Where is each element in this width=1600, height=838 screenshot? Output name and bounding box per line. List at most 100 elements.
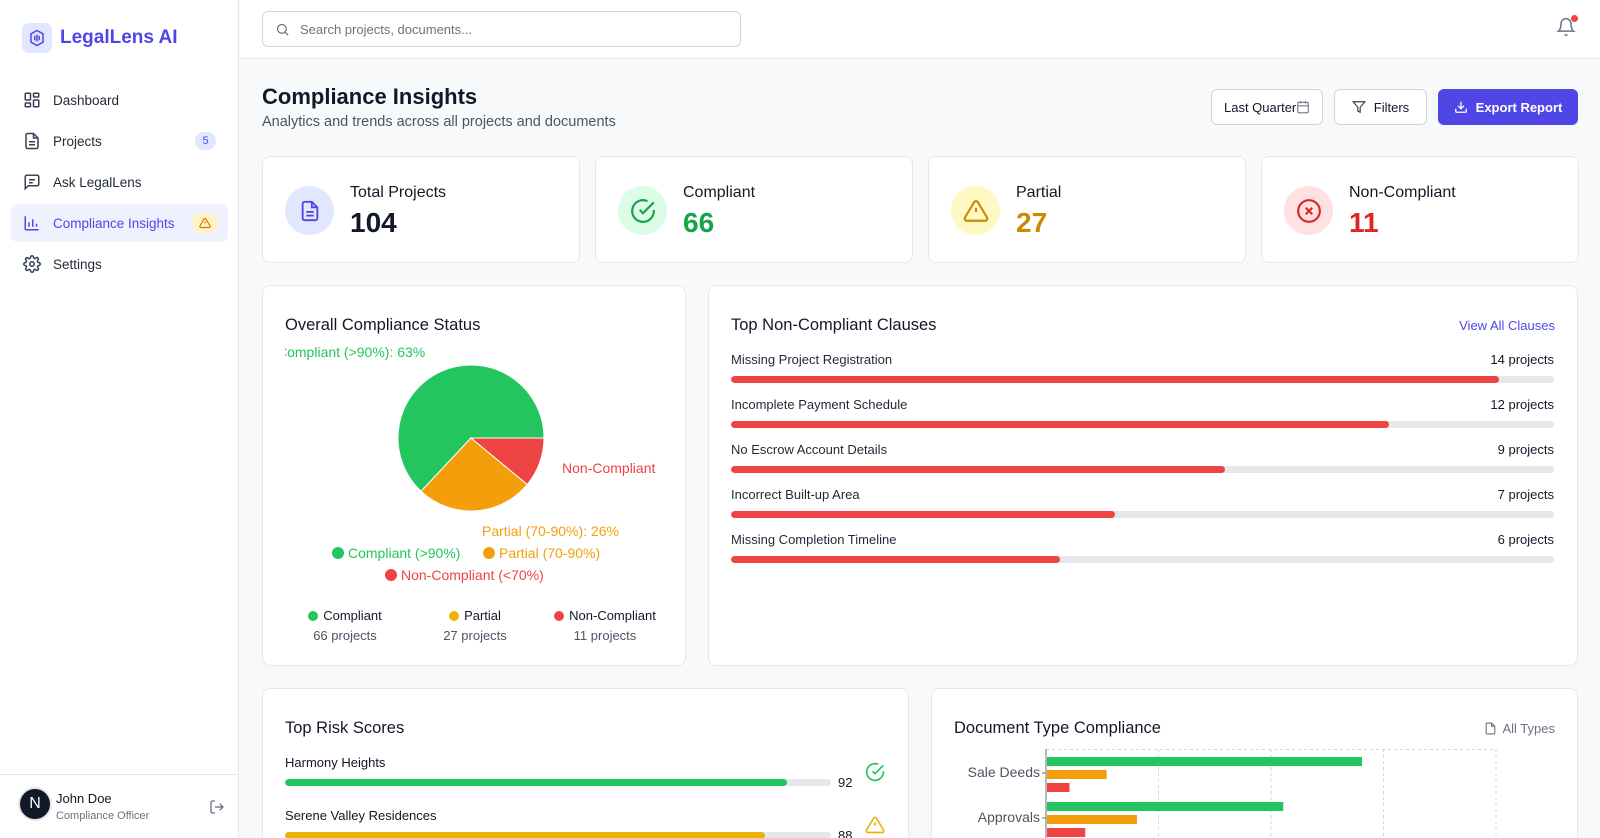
clause-count: 12 projects <box>1490 397 1554 412</box>
legend-label-partial: Partial (70-90%) <box>499 545 600 561</box>
summary-non-compliant: Non-Compliant 11 projects <box>545 608 665 643</box>
dashboard-icon <box>24 92 40 108</box>
status-dot <box>308 610 319 621</box>
user-name: John Doe <box>56 791 112 806</box>
export-label: Export Report <box>1475 99 1563 115</box>
clause-bar-track <box>731 466 1554 473</box>
document-type-chart: Sale Deeds Approvals <box>968 749 1497 838</box>
filter-icon <box>1351 101 1366 114</box>
warning-icon <box>951 186 1000 235</box>
search-input[interactable] <box>300 21 720 37</box>
topbar <box>240 0 1600 59</box>
risk-score: 88 <box>838 828 853 838</box>
stat-label: Non-Compliant <box>1349 184 1456 201</box>
document-type-filter[interactable]: All Types <box>1484 721 1555 736</box>
pie-legend: Compliant (>90%) Partial (70-90%) Non-Co… <box>332 545 600 583</box>
summary-compliant: Compliant 66 projects <box>285 608 405 643</box>
compliance-status-panel: Overall Compliance Status Compliant (>90… <box>262 285 686 666</box>
sidebar-item-settings[interactable]: Settings <box>11 245 228 283</box>
stat-card-compliant: Compliant 66 <box>595 156 913 263</box>
bar-compliant[interactable] <box>1047 802 1284 811</box>
clause-bar <box>731 556 1061 563</box>
pie-slice-compliant[interactable] <box>397 364 545 492</box>
app-name: LegalLens AI <box>60 27 178 48</box>
bar-non-compliant[interactable] <box>1047 783 1070 792</box>
sidebar-item-compliance-insights[interactable]: Compliance Insights <box>11 204 228 242</box>
search-box <box>262 11 741 47</box>
warning-icon <box>199 217 211 229</box>
clause-name: Missing Completion Timeline <box>731 532 897 547</box>
clause-bar-track <box>731 376 1554 383</box>
legend-label-compliant: Compliant (>90%) <box>348 545 460 561</box>
pie-label-compliant: Compliant (>90%): 63% <box>285 346 425 360</box>
pie-label-non-compliant: Non-Compliant <box>562 460 655 476</box>
period-label: Last Quarter <box>1224 99 1297 115</box>
clause-row: Incomplete Payment Schedule 12 projects <box>731 397 1554 428</box>
clause-bar <box>731 466 1225 473</box>
summary-count: 66 projects <box>313 628 377 643</box>
clause-bar-track <box>731 511 1554 518</box>
clause-name: Missing Project Registration <box>731 352 893 367</box>
document-icon <box>285 186 334 235</box>
clause-count: 9 projects <box>1497 442 1554 457</box>
legend-dot-non-compliant <box>385 569 397 581</box>
risk-row: Serene Valley Residences 88 <box>285 808 885 838</box>
export-report-button[interactable]: Export Report <box>1438 89 1578 125</box>
stat-value: 66 <box>683 207 715 238</box>
risk-scores-panel: Top Risk Scores Harmony Heights 92 Seren… <box>262 688 909 838</box>
bar-non-compliant[interactable] <box>1047 828 1086 837</box>
sidebar-item-label: Compliance Insights <box>53 215 175 231</box>
x-circle-icon <box>1284 186 1333 235</box>
view-all-clauses-link[interactable]: View All Clauses <box>1459 318 1555 333</box>
stat-label: Total Projects <box>350 184 447 201</box>
bar-compliant[interactable] <box>1047 757 1362 766</box>
category-label: Sale Deeds <box>968 764 1040 780</box>
non-compliant-clauses-panel: Top Non-Compliant Clauses View All Claus… <box>708 285 1578 666</box>
check-circle-icon <box>618 186 667 235</box>
sidebar-item-projects[interactable]: Projects 5 <box>11 122 228 160</box>
clause-row: Missing Project Registration 14 projects <box>731 352 1554 383</box>
bar-partial[interactable] <box>1047 770 1107 779</box>
stat-card-non-compliant: Non-Compliant 11 <box>1261 156 1579 263</box>
sidebar-item-dashboard[interactable]: Dashboard <box>11 81 228 119</box>
clause-bar-track <box>731 556 1554 563</box>
stat-value: 11 <box>1349 207 1379 238</box>
bar-chart-icon <box>24 216 39 231</box>
risk-bar-track <box>285 779 831 786</box>
risk-row: Harmony Heights 92 <box>285 755 885 790</box>
pie-slice-partial[interactable] <box>420 437 528 512</box>
legend-dot-partial <box>483 547 495 559</box>
clause-count: 14 projects <box>1490 352 1554 367</box>
warning-icon <box>865 816 885 834</box>
summary-name: Compliant <box>323 608 382 623</box>
page-subtitle: Analytics and trends across all projects… <box>262 114 616 130</box>
status-dot <box>449 610 460 621</box>
avatar[interactable]: N <box>18 787 52 821</box>
compliance-pie-chart: Compliant (>90%): 63% Non-Compliant Part… <box>285 346 655 583</box>
sidebar-item-label: Ask LegalLens <box>53 174 142 190</box>
risk-score: 92 <box>838 775 853 790</box>
legend-label-non-compliant: Non-Compliant (<70%) <box>401 567 544 583</box>
pie-slice-non-compliant[interactable] <box>469 437 545 486</box>
risk-project-name: Harmony Heights <box>285 755 386 770</box>
period-select[interactable]: Last Quarter <box>1211 89 1323 125</box>
panel-title: Overall Compliance Status <box>285 316 481 334</box>
summary-partial: Partial 27 projects <box>415 608 535 643</box>
stat-label: Compliant <box>683 184 756 201</box>
document-icon <box>25 132 39 150</box>
filter-label: All Types <box>1502 721 1555 736</box>
summary-name: Partial <box>464 608 501 623</box>
sidebar-item-ask-legallens[interactable]: Ask LegalLens <box>11 163 228 201</box>
sidebar-item-label: Dashboard <box>53 92 120 108</box>
clause-bar <box>731 421 1390 428</box>
filters-button[interactable]: Filters <box>1334 89 1427 125</box>
chat-icon <box>24 174 40 191</box>
user-profile: N John Doe Compliance Officer <box>0 774 239 838</box>
clause-row: Missing Completion Timeline 6 projects <box>731 532 1554 563</box>
notifications-button[interactable] <box>1556 15 1578 42</box>
brand[interactable]: LegalLens AI <box>22 23 178 53</box>
compliance-summary: Compliant 66 projects Partial 27 project… <box>285 608 665 643</box>
bar-partial[interactable] <box>1047 815 1137 824</box>
logout-icon[interactable] <box>209 799 225 815</box>
clause-name: Incorrect Built-up Area <box>731 487 860 502</box>
